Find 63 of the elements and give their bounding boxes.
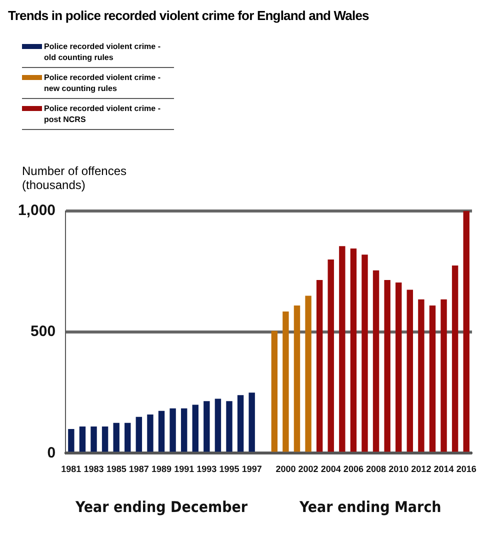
bar — [328, 259, 334, 452]
bar — [237, 395, 244, 452]
bar — [362, 254, 368, 452]
bar — [192, 404, 198, 452]
bar — [294, 305, 300, 452]
text: Year ending March — [298, 498, 442, 516]
legend-label: Police recorded violent crime - old counting rules — [44, 41, 162, 63]
x-tick-label: 2010 — [388, 464, 409, 474]
bar — [204, 401, 210, 452]
x-tick-label: 1981 — [61, 464, 82, 474]
x-tick-label: 1985 — [106, 464, 126, 474]
bar — [214, 398, 222, 452]
x-tick-label: 2006 — [343, 464, 364, 474]
x-tick-label: 1993 — [196, 464, 217, 474]
bar — [305, 296, 312, 452]
bar — [282, 312, 289, 452]
bar — [79, 426, 86, 452]
bar — [396, 282, 402, 452]
x-tick-label: 1991 — [174, 464, 194, 474]
bar — [418, 299, 424, 452]
bar — [68, 428, 74, 452]
bar — [170, 408, 176, 452]
x-tick-label: 1983 — [84, 464, 104, 474]
x-tick-label: 2014 — [434, 464, 454, 474]
x-tick-label: 2000 — [276, 464, 296, 474]
y-tick-label: 1,000 — [18, 202, 56, 220]
bar — [316, 280, 323, 452]
legend-label: Police recorded violent crime - post NCRS — [44, 103, 162, 125]
bar — [350, 248, 357, 452]
bar — [429, 305, 436, 452]
bar — [452, 265, 458, 452]
bar — [339, 246, 346, 452]
x-tick-label: 2004 — [320, 464, 341, 474]
bar — [248, 392, 255, 452]
x-tick-label: 2016 — [456, 464, 476, 474]
x-tick-label: 2012 — [411, 464, 432, 474]
bar — [180, 408, 188, 452]
bar — [406, 290, 414, 452]
y-tick-label: 500 — [30, 323, 56, 340]
bar — [124, 422, 131, 452]
x-tick-label: 2002 — [298, 464, 318, 474]
x-tick-label: 1987 — [128, 464, 149, 474]
x-tick-label: 1989 — [151, 464, 172, 474]
bar — [113, 422, 120, 452]
bar — [271, 330, 278, 452]
bar — [372, 270, 380, 452]
x-tick-label: 1995 — [219, 464, 240, 474]
y-tick-label: 0 — [47, 444, 56, 462]
bar — [440, 299, 447, 452]
bar — [463, 211, 470, 452]
bar — [102, 426, 108, 452]
y-axis-title: Number of offences (thousands) — [22, 164, 128, 192]
x-tick-label: 1997 — [242, 464, 262, 474]
chart-title: Trends in police recorded violent crime for England and Wales — [8, 8, 370, 23]
bar — [384, 280, 390, 452]
legend-label: Police recorded violent crime - new counting rules — [44, 72, 162, 94]
bar — [158, 410, 165, 452]
text: Year ending December — [74, 498, 248, 516]
bar — [226, 401, 232, 452]
bar — [147, 414, 154, 452]
x-tick-label: 2008 — [366, 464, 386, 474]
bar — [90, 426, 97, 452]
bar — [136, 416, 142, 452]
